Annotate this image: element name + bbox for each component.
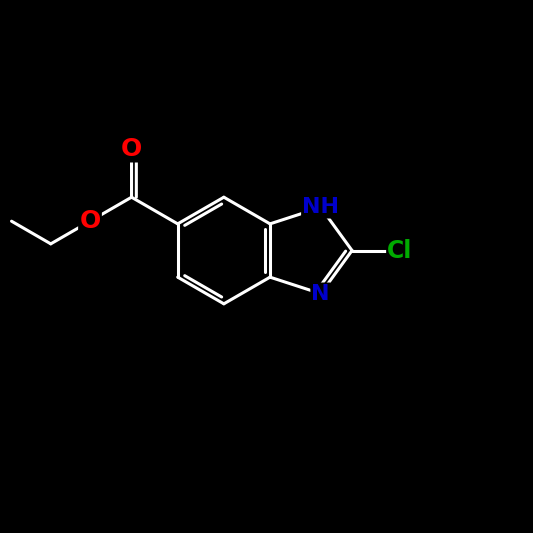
Text: O: O [79,209,101,233]
Text: N: N [311,284,330,304]
Text: O: O [121,137,142,161]
Text: Cl: Cl [387,238,413,263]
Text: NH: NH [302,197,339,217]
